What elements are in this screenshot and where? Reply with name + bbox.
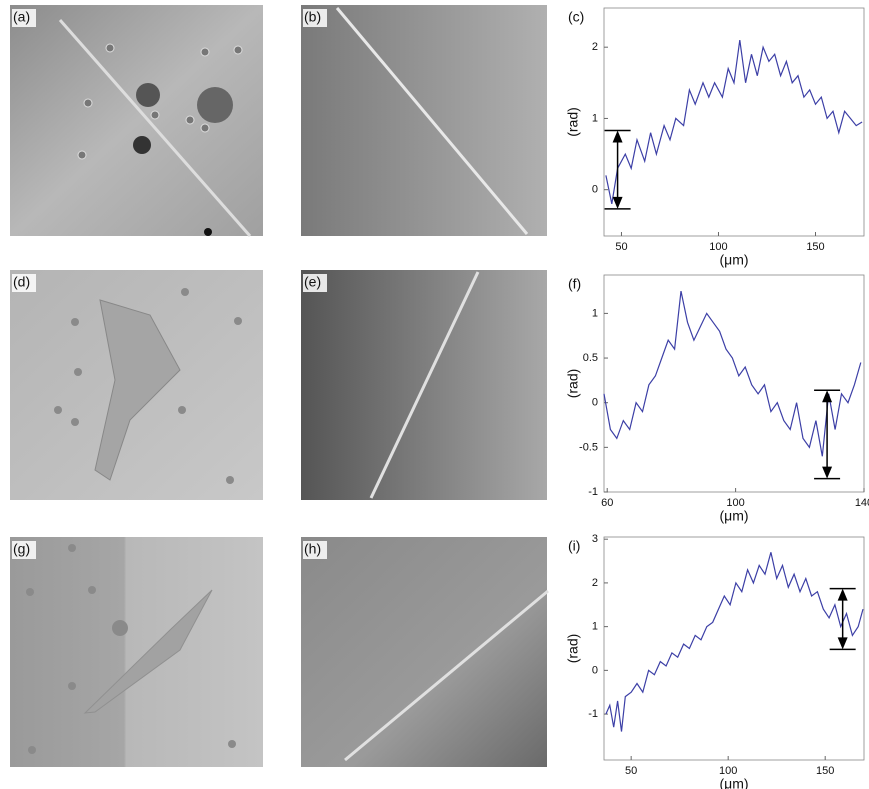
x-tick-label: 150 [806, 241, 824, 253]
x-tick-label: 100 [719, 765, 737, 777]
y-tick-label: 0 [592, 184, 598, 196]
y-axis-label: (rad) [565, 634, 581, 664]
image-b [301, 5, 547, 236]
x-tick-label: 100 [709, 241, 727, 253]
x-tick-label: 100 [726, 497, 744, 509]
image-g [10, 537, 263, 767]
y-axis-label: (rad) [565, 369, 581, 399]
plot-frame [604, 537, 864, 760]
y-tick-label: -0.5 [579, 441, 598, 453]
y-tick-label: 0.5 [583, 352, 598, 364]
panel-label: (d) [13, 274, 30, 290]
x-tick-label: 50 [625, 765, 637, 777]
panel-label: (e) [304, 274, 321, 290]
figure: (a)(b)(d)(e)(g)(h)(c)(rad)(μm)0125010015… [0, 0, 869, 789]
panel-label: (g) [13, 541, 30, 557]
image-h [301, 537, 548, 767]
y-tick-label: 0 [592, 397, 598, 409]
x-tick-label: 150 [816, 765, 834, 777]
x-tick-label: 140 [855, 497, 869, 509]
chart-label: (c) [568, 9, 584, 25]
y-tick-label: 1 [592, 307, 598, 319]
y-tick-label: 0 [592, 664, 598, 676]
x-axis-label: (μm) [719, 252, 748, 268]
y-tick-label: 3 [592, 533, 598, 545]
y-axis-label: (rad) [565, 107, 581, 137]
image-d [10, 270, 263, 500]
y-tick-label: 1 [592, 621, 598, 633]
y-tick-label: -1 [588, 486, 598, 498]
image-e [301, 270, 547, 500]
panel-label: (a) [13, 9, 30, 25]
y-tick-label: 2 [592, 41, 598, 53]
x-tick-label: 50 [615, 241, 627, 253]
plot-frame [604, 275, 864, 492]
x-tick-label: 60 [601, 497, 613, 509]
panel-label: (h) [304, 541, 321, 557]
image-a [10, 5, 263, 236]
y-tick-label: 1 [592, 112, 598, 124]
y-tick-label: 2 [592, 577, 598, 589]
chart-label: (f) [568, 276, 581, 292]
y-tick-label: -1 [588, 708, 598, 720]
chart-label: (i) [568, 538, 580, 554]
panel-label: (b) [304, 9, 321, 25]
page: (a)(b)(d)(e)(g)(h)(c)(rad)(μm)0125010015… [0, 0, 869, 789]
x-axis-label: (μm) [719, 776, 748, 789]
plot-frame [604, 8, 864, 236]
x-axis-label: (μm) [719, 508, 748, 524]
